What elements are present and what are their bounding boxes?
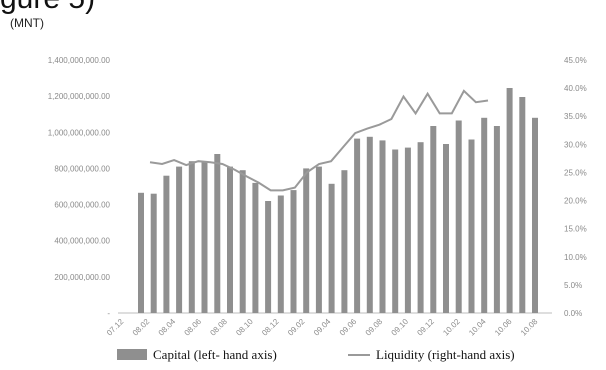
capital-bar xyxy=(430,126,437,313)
capital-bar xyxy=(481,117,488,313)
legend-liquidity-label: Liquidity (right-hand axis) xyxy=(376,347,515,362)
capital-bars xyxy=(138,88,538,313)
x-tick-label: 09.12 xyxy=(415,317,436,338)
capital-bar xyxy=(417,142,424,313)
capital-bar xyxy=(150,193,157,313)
x-tick-label: 10.08 xyxy=(519,317,540,338)
x-tick-label: 09.06 xyxy=(338,317,359,338)
x-tick-label: 07.12 xyxy=(105,317,126,338)
left-tick-label: 600,000,000.00 xyxy=(54,201,110,210)
capital-bar xyxy=(163,175,170,313)
x-tick-label: 09.10 xyxy=(390,317,411,338)
left-tick-label: 1,200,000,000.00 xyxy=(48,92,111,101)
capital-bar xyxy=(328,183,335,313)
capital-bar xyxy=(341,170,348,313)
legend-capital-swatch xyxy=(117,349,147,360)
right-tick-label: 20.0% xyxy=(564,197,587,206)
x-tick-label: 09.04 xyxy=(312,317,333,338)
left-tick-label: - xyxy=(107,309,110,318)
right-tick-label: 30.0% xyxy=(564,140,587,149)
x-tick-label: 08.12 xyxy=(260,317,281,338)
left-tick-label: 800,000,000.00 xyxy=(54,164,110,173)
right-tick-label: 15.0% xyxy=(564,225,587,234)
x-tick-label: 10.06 xyxy=(493,317,514,338)
capital-bar xyxy=(506,88,513,313)
x-tick-label: 08.06 xyxy=(183,317,204,338)
capital-bar xyxy=(493,126,500,313)
left-tick-label: 1,000,000,000.00 xyxy=(48,128,111,137)
x-tick-label: 08.08 xyxy=(208,317,229,338)
unit-label: (MNT) xyxy=(10,16,44,30)
right-tick-label: 5.0% xyxy=(564,281,582,290)
figure-heading: gure 5) xyxy=(0,0,95,14)
left-tick-label: 400,000,000.00 xyxy=(54,237,110,246)
x-tick-label: 08.10 xyxy=(234,317,255,338)
capital-bar xyxy=(176,166,183,313)
capital-bar xyxy=(379,140,386,313)
capital-bar xyxy=(290,190,297,313)
capital-bar xyxy=(519,97,526,313)
capital-bar xyxy=(252,182,259,313)
right-tick-label: 10.0% xyxy=(564,253,587,262)
right-tick-label: 40.0% xyxy=(564,84,587,93)
capital-bar xyxy=(455,120,462,313)
capital-bar xyxy=(303,168,310,313)
left-tick-label: 1,400,000,000.00 xyxy=(48,56,111,65)
left-tick-label: 200,000,000.00 xyxy=(54,273,110,282)
capital-bar xyxy=(214,154,221,313)
right-tick-label: 45.0% xyxy=(564,56,587,65)
x-tick-label: 08.02 xyxy=(131,317,152,338)
capital-bar xyxy=(315,166,322,313)
capital-bar xyxy=(392,149,399,313)
right-tick-label: 35.0% xyxy=(564,112,587,121)
capital-bar xyxy=(404,147,411,313)
legend-capital-label: Capital (left- hand axis) xyxy=(153,347,277,362)
legend: Capital (left- hand axis) Liquidity (rig… xyxy=(117,347,515,362)
capital-bar xyxy=(188,161,195,313)
x-tick-label: 10.02 xyxy=(441,317,462,338)
capital-bar xyxy=(443,144,449,313)
capital-bar xyxy=(265,201,272,313)
x-tick-label: 09.02 xyxy=(286,317,307,338)
right-axis: 0.0% 5.0% 10.0% 15.0% 20.0% 25.0% 30.0% 35.0% 40… xyxy=(564,56,587,318)
x-tick-label: 08.04 xyxy=(157,317,178,338)
capital-bar xyxy=(366,136,373,313)
capital-bar xyxy=(138,192,144,313)
x-tick-label: 10.04 xyxy=(467,317,488,338)
capital-bar xyxy=(468,139,475,313)
right-tick-label: 25.0% xyxy=(564,168,587,177)
left-axis: - 200,000,000.00 400,000,000.00 600,000,000… xyxy=(48,56,111,318)
capital-bar xyxy=(354,138,361,313)
capital-bar xyxy=(532,117,538,313)
right-tick-label: 0.0% xyxy=(564,309,582,318)
capital-bar xyxy=(227,166,233,313)
x-tick-label: 09.08 xyxy=(364,317,385,338)
x-axis: 07.12 08.02 08.04 08.06 08.08 08.10 08.12 09.02… xyxy=(105,317,540,338)
capital-bar xyxy=(239,170,246,313)
capital-bar xyxy=(201,161,208,313)
capital-bar xyxy=(277,195,284,313)
liquidity-line xyxy=(149,89,489,192)
